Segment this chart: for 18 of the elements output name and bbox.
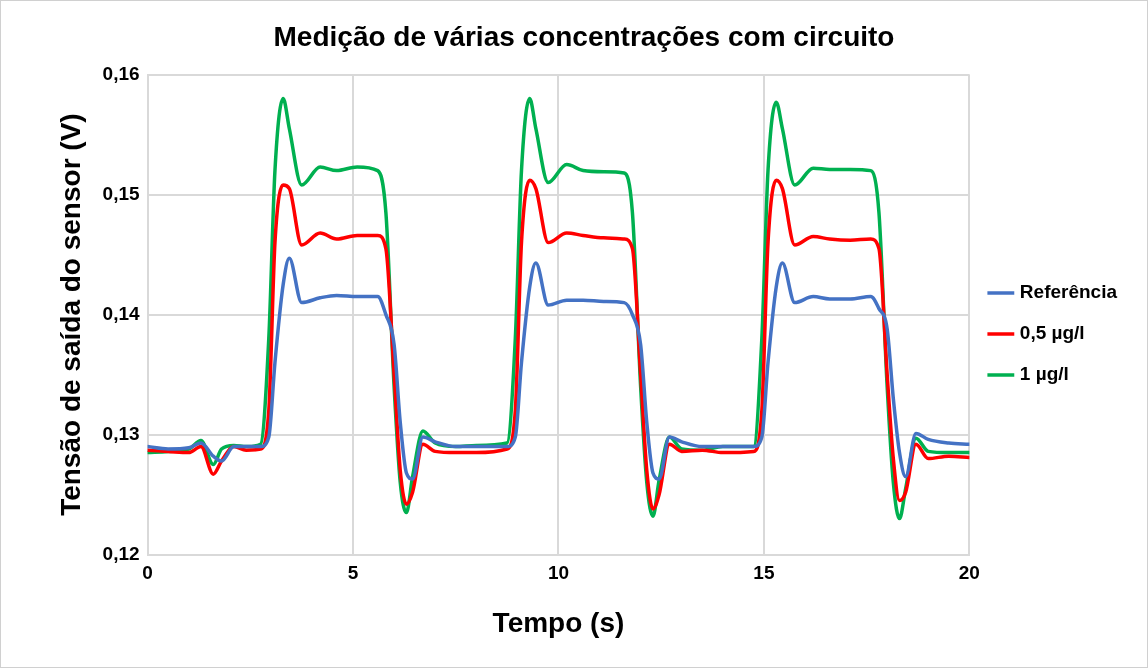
line-series [147, 178, 970, 511]
x-tick-label: 5 [347, 562, 359, 584]
y-tick-label: 0,12 [102, 542, 140, 564]
y-axis-title: Tensão de saída do sensor (V) [54, 113, 86, 516]
x-tick-label: 10 [547, 562, 570, 584]
x-tick-label: 20 [958, 562, 980, 584]
x-tick-label: 0 [142, 562, 153, 584]
line-series [147, 256, 970, 481]
legend-label: Referência [1019, 281, 1118, 303]
chart-title: Medição de várias concentrações com circuito [273, 20, 895, 52]
y-tick-label: 0,16 [102, 62, 140, 84]
y-tick-label: 0,13 [102, 422, 140, 444]
x-axis-title: Tempo (s) [492, 606, 625, 638]
legend-label: 1 µg/l [1019, 363, 1069, 385]
legend-label: 0,5 µg/l [1019, 322, 1085, 344]
y-tick-label: 0,15 [102, 182, 141, 204]
x-tick-label: 15 [753, 562, 775, 584]
y-tick-label: 0,14 [102, 302, 141, 324]
